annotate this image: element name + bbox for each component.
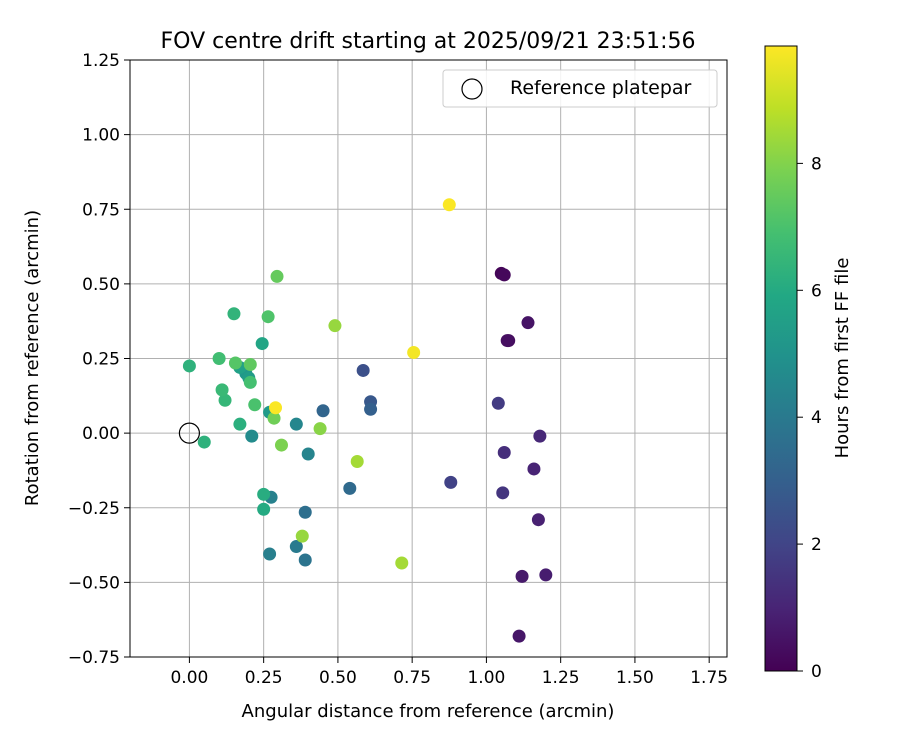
scatter-point [197, 435, 211, 449]
scatter-point [350, 454, 364, 468]
scatter-point [313, 422, 327, 436]
scatter-point [248, 398, 262, 412]
x-tick-label: 1.00 [467, 668, 505, 688]
legend-label: Reference platepar [510, 77, 692, 99]
colorbar-gradient [764, 45, 798, 672]
y-tick-label: 1.25 [82, 51, 120, 71]
chart-title: FOV centre drift starting at 2025/09/21 … [161, 29, 696, 54]
colorbar-tick-label: 2 [811, 535, 822, 555]
colorbar-ticks: 0 2 4 6 8 [797, 154, 822, 682]
colorbar-tick-label: 6 [811, 281, 822, 301]
data-points [182, 198, 553, 643]
y-axis-label: Rotation from reference (arcmin) [22, 210, 43, 506]
colorbar-tick-label: 8 [811, 154, 822, 174]
y-tick-label: −0.25 [68, 499, 120, 519]
scatter-point [356, 363, 370, 377]
scatter-point [227, 307, 241, 321]
colorbar: 0 2 4 6 8 Hours from first FF file [764, 45, 853, 682]
scatter-point [531, 513, 545, 527]
scatter-point [407, 346, 421, 360]
scatter-point [527, 462, 541, 476]
scatter-point [274, 438, 288, 452]
scatter-point [289, 417, 303, 431]
x-tick-label: 1.50 [616, 668, 654, 688]
scatter-point [263, 547, 277, 561]
scatter-point [496, 486, 510, 500]
scatter-point [269, 401, 283, 415]
scatter-point [539, 568, 553, 582]
y-tick-label: −0.75 [68, 648, 120, 668]
scatter-point [328, 319, 342, 333]
scatter-point [298, 505, 312, 519]
scatter-point [497, 446, 511, 460]
x-axis-label: Angular distance from reference (arcmin) [242, 701, 615, 722]
scatter-point [295, 529, 309, 543]
colorbar-label: Hours from first FF file [832, 258, 853, 459]
scatter-point [182, 359, 196, 373]
legend-box [442, 69, 718, 108]
x-axis-ticks: 0.00 0.25 0.50 0.75 1.00 1.25 1.50 1.75 [170, 657, 728, 688]
y-tick-label: 0.00 [82, 424, 120, 444]
x-tick-label: 0.25 [245, 668, 283, 688]
scatter-point [228, 356, 242, 370]
scatter-point [500, 334, 514, 348]
scatter-point [395, 556, 409, 570]
scatter-point [218, 393, 232, 407]
scatter-point [245, 429, 259, 443]
x-tick-label: 0.50 [319, 668, 357, 688]
scatter-point [343, 481, 357, 495]
y-axis-ticks: −0.75 −0.50 −0.25 0.00 0.25 0.50 0.75 1.00 1.25 [68, 51, 130, 668]
legend: Reference platepar [442, 69, 718, 108]
legend-marker [461, 78, 483, 100]
scatter-point [289, 540, 303, 554]
x-tick-label: 1.75 [690, 668, 728, 688]
scatter-point [233, 417, 247, 431]
scatter-point [301, 447, 315, 461]
scatter-point [255, 337, 269, 351]
scatter-point [521, 316, 535, 330]
scatter-point [512, 629, 526, 643]
x-tick-label: 0.75 [393, 668, 431, 688]
scatter-point [491, 396, 505, 410]
scatter-point [298, 553, 312, 567]
scatter-point [444, 475, 458, 489]
reference-point [178, 422, 201, 444]
scatter-point [270, 269, 284, 283]
scatter-point [515, 569, 529, 583]
x-tick-label: 0.00 [170, 668, 208, 688]
y-tick-label: 0.50 [82, 275, 120, 295]
scatter-point [261, 310, 275, 324]
scatter-point [267, 411, 281, 425]
scatter-point [243, 357, 257, 371]
colorbar-tick-label: 0 [811, 662, 822, 682]
plot-area: 0.00 0.25 0.50 0.75 1.00 1.25 1.50 1.75 −0.75−0… [68, 51, 728, 688]
y-tick-label: −0.50 [68, 573, 120, 593]
scatter-point [212, 352, 226, 365]
y-tick-label: 0.25 [82, 350, 120, 370]
scatter-point [533, 429, 547, 443]
scatter-point [243, 375, 257, 389]
scatter-point [257, 487, 271, 501]
scatter-point [215, 383, 229, 397]
x-tick-label: 1.25 [542, 668, 580, 688]
scatter-point [316, 404, 330, 418]
y-tick-label: 0.75 [82, 200, 120, 220]
colorbar-tick-label: 4 [811, 408, 822, 428]
y-tick-label: 1.00 [82, 126, 120, 146]
scatter-point [364, 402, 378, 416]
scatter-point [442, 198, 456, 212]
scatter-point [257, 502, 271, 516]
scatter-point [497, 268, 511, 282]
